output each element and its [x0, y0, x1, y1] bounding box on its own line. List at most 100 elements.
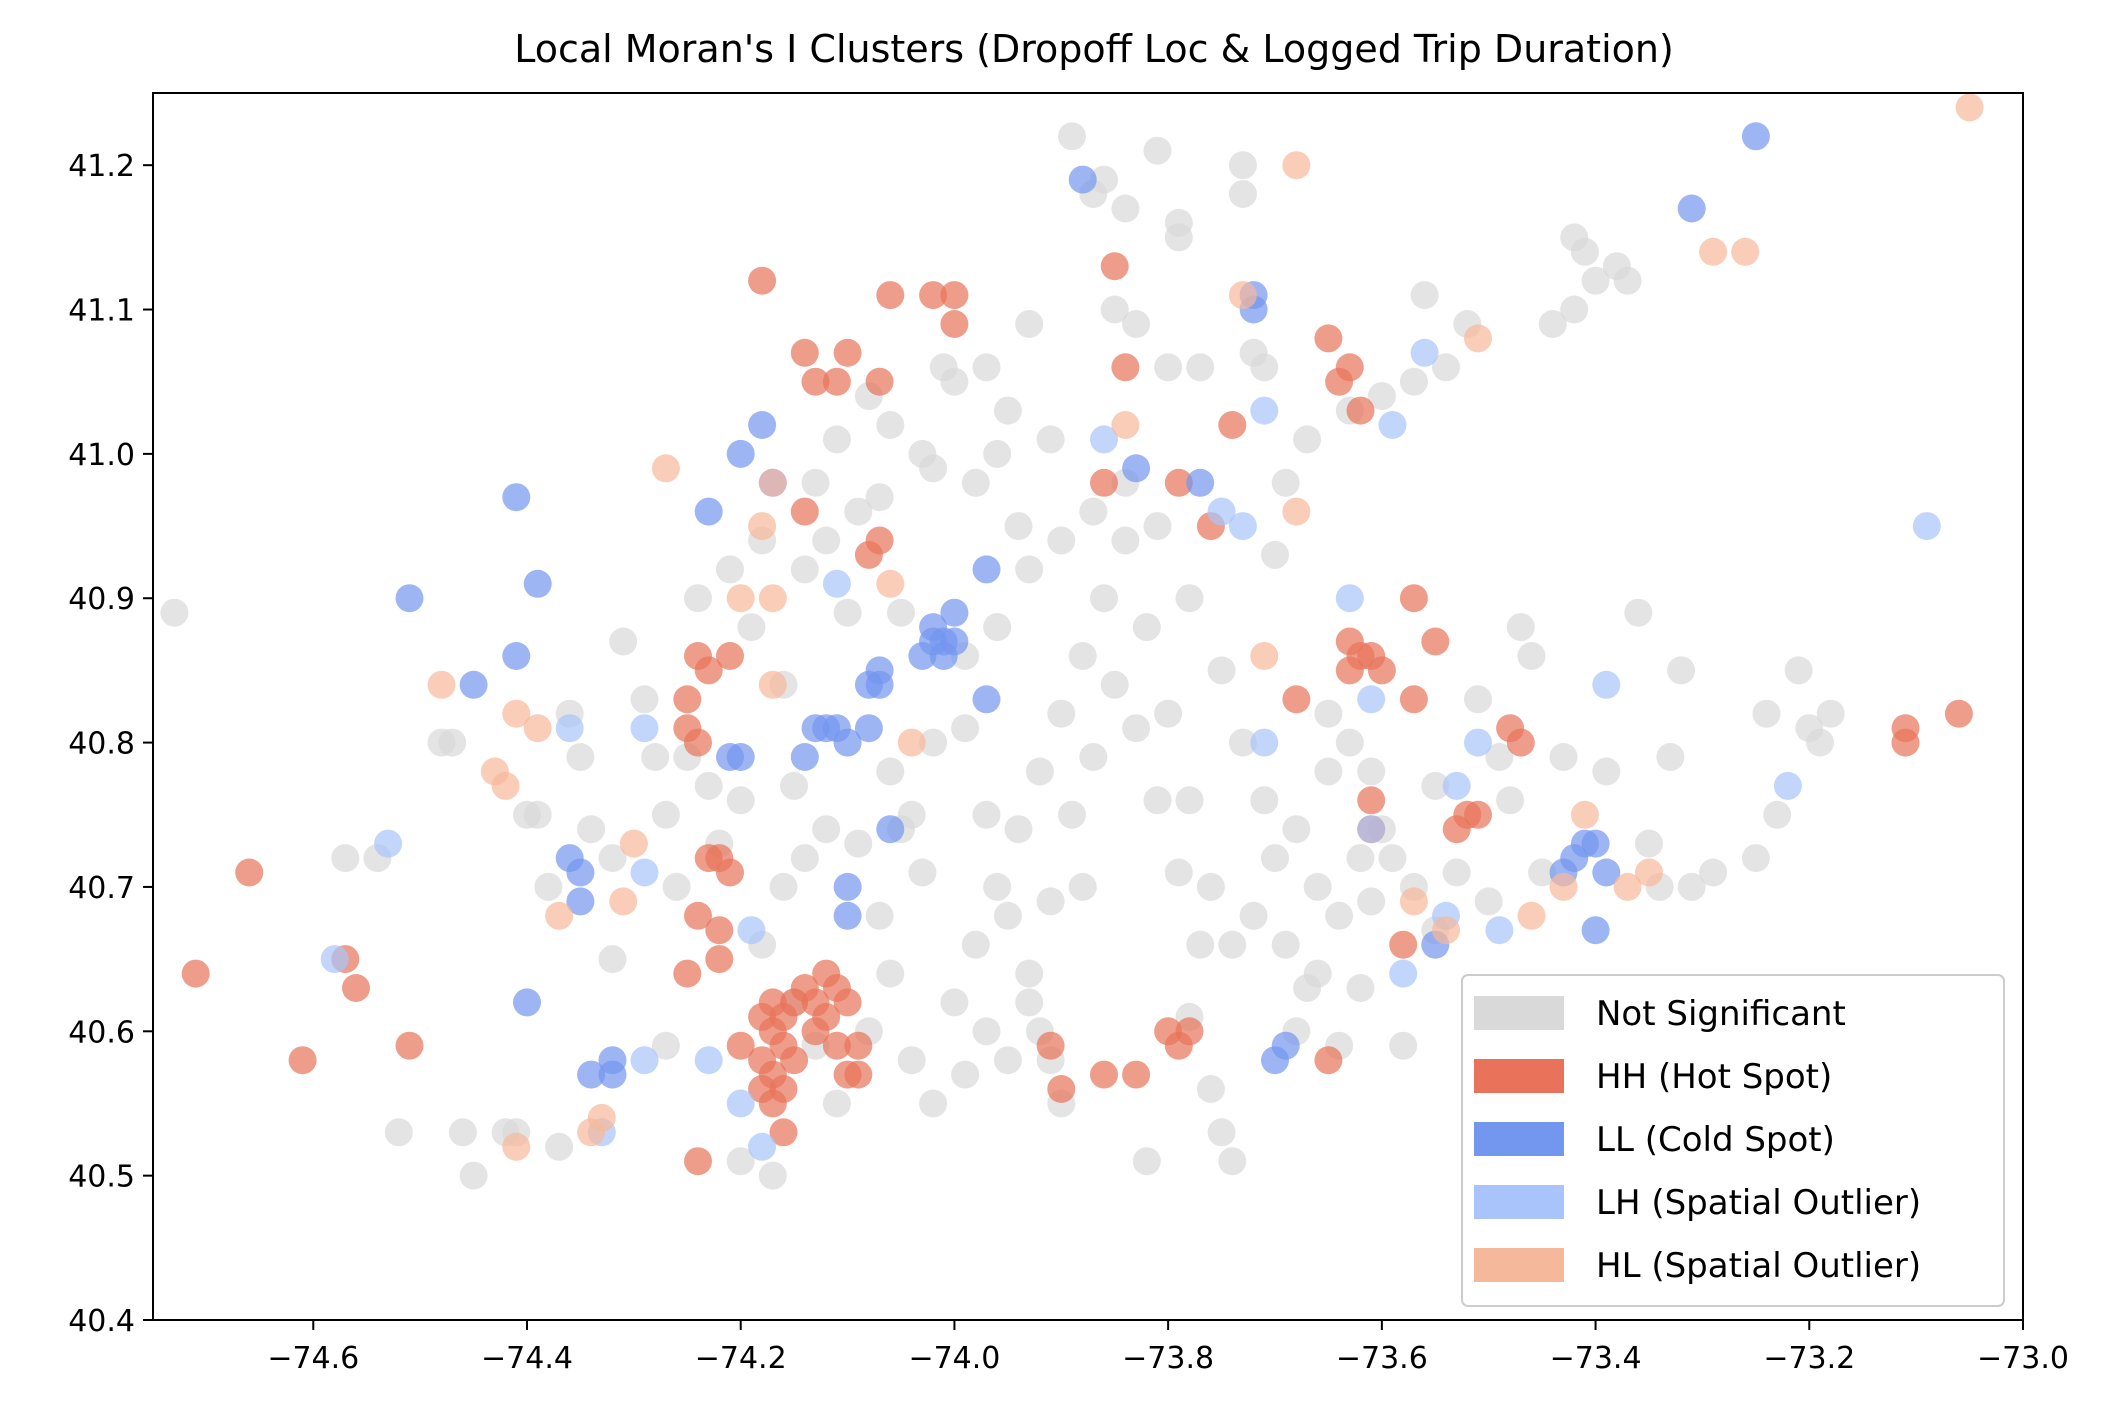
data-point	[1228, 512, 1257, 541]
data-point	[1464, 324, 1492, 353]
data-point	[1346, 396, 1375, 425]
data-point	[459, 670, 488, 699]
legend-swatch	[1474, 1248, 1564, 1282]
data-point	[1282, 815, 1311, 844]
data-point	[1164, 223, 1193, 252]
data-point	[1378, 844, 1407, 873]
data-point	[1399, 367, 1428, 396]
data-point	[1164, 858, 1193, 887]
y-axis: 40.4 40.5 40.6 40.7 40.8 40.9 41.0 41.1 41.2	[68, 149, 153, 1339]
data-point	[1036, 887, 1065, 916]
data-point	[726, 1031, 755, 1060]
data-point	[1357, 786, 1386, 815]
data-point	[940, 627, 969, 656]
data-point	[1399, 685, 1428, 714]
data-point	[1036, 425, 1065, 454]
data-point	[502, 642, 531, 670]
data-point	[662, 872, 691, 901]
data-point	[769, 1118, 798, 1147]
data-point	[630, 858, 659, 887]
data-point	[833, 338, 862, 367]
data-point	[1303, 872, 1332, 901]
data-point	[1111, 411, 1140, 439]
data-point	[716, 642, 744, 670]
legend-label: HL (Spatial Outlier)	[1596, 1246, 1921, 1286]
data-point	[876, 411, 905, 439]
y-tick-label: 40.6	[68, 1015, 135, 1050]
data-point	[726, 786, 755, 815]
chart-title: Local Moran's I Clusters (Dropoff Loc & …	[514, 27, 1674, 71]
data-point	[897, 1046, 926, 1075]
data-point	[748, 1132, 777, 1161]
data-point	[288, 1046, 317, 1075]
data-point	[1186, 353, 1215, 382]
data-point	[1346, 844, 1375, 873]
data-point	[684, 901, 712, 930]
data-point	[1122, 714, 1151, 743]
data-point	[1432, 916, 1460, 945]
data-point	[801, 367, 830, 396]
data-point	[1560, 295, 1589, 324]
data-point	[908, 858, 937, 887]
data-point	[972, 800, 1001, 829]
data-point	[726, 1147, 755, 1176]
data-point	[1154, 353, 1183, 382]
data-point	[320, 945, 349, 974]
data-point	[822, 367, 851, 396]
data-point	[1442, 771, 1471, 800]
y-tick-label: 40.9	[68, 582, 135, 617]
data-point	[1378, 411, 1407, 439]
data-point	[684, 1147, 712, 1176]
data-point	[919, 454, 948, 483]
data-point	[1731, 237, 1760, 266]
data-point	[566, 858, 595, 887]
data-point	[897, 728, 926, 757]
data-point	[395, 584, 424, 613]
data-point	[1421, 627, 1450, 656]
legend: Not Significant HH (Hot Spot) LL (Cold Spo…	[1461, 974, 2005, 1307]
data-point	[1047, 1075, 1076, 1103]
data-point	[1090, 1060, 1118, 1089]
data-point	[737, 613, 766, 642]
data-point	[651, 454, 680, 483]
data-point	[1570, 800, 1599, 829]
data-point	[1068, 872, 1097, 901]
data-point	[1517, 642, 1546, 670]
data-point	[1891, 728, 1920, 757]
data-point	[716, 555, 744, 584]
data-point	[1314, 1046, 1343, 1075]
data-point	[1282, 151, 1311, 180]
data-point	[1047, 526, 1076, 555]
y-tick-label: 41.0	[68, 438, 135, 473]
data-point	[865, 367, 894, 396]
data-point	[705, 945, 734, 974]
data-point	[1699, 237, 1728, 266]
data-point	[1228, 151, 1257, 180]
data-point	[876, 281, 905, 310]
data-point	[1517, 901, 1546, 930]
data-point	[1079, 497, 1108, 526]
data-point	[844, 497, 873, 526]
x-tick-label: −73.6	[1336, 1341, 1428, 1376]
data-point	[1122, 1060, 1151, 1089]
x-tick-label: −74.6	[267, 1341, 359, 1376]
data-point	[940, 367, 969, 396]
data-point	[1164, 468, 1193, 497]
data-point	[1015, 988, 1044, 1017]
data-point	[1090, 425, 1118, 454]
data-point	[502, 1132, 531, 1161]
data-point	[523, 714, 552, 743]
data-point	[822, 569, 851, 598]
data-point	[651, 800, 680, 829]
data-point	[1250, 642, 1279, 670]
data-point	[1122, 454, 1151, 483]
data-point	[1442, 815, 1471, 844]
data-point	[1015, 555, 1044, 584]
data-point	[758, 468, 787, 497]
data-point	[1218, 1147, 1247, 1176]
data-point	[1763, 800, 1792, 829]
data-point	[790, 497, 819, 526]
data-point	[342, 974, 370, 1002]
data-point	[1389, 930, 1418, 959]
